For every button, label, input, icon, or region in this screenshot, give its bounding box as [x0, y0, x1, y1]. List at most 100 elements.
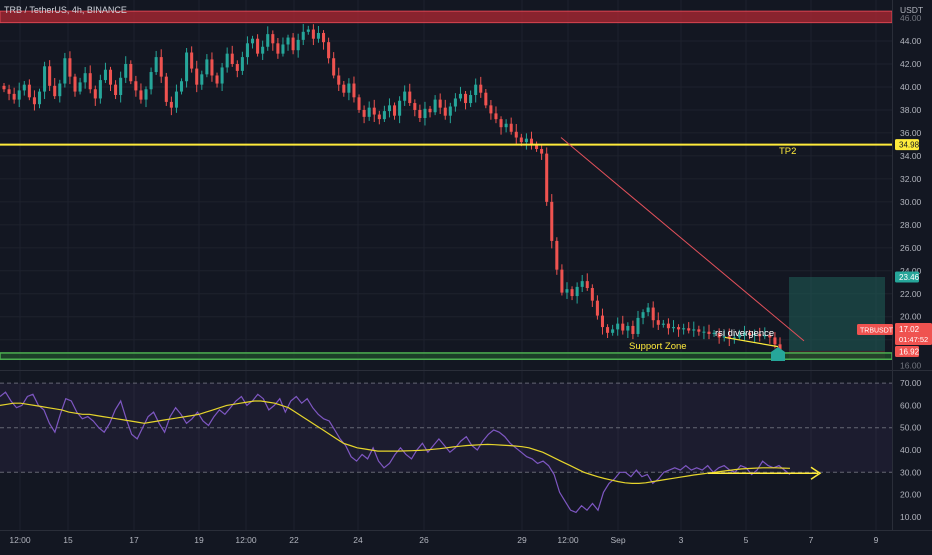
candle-body [606, 327, 610, 333]
candle-body [48, 66, 52, 86]
candle-body [256, 38, 260, 54]
time-tick-label: 12:00 [557, 535, 579, 545]
candle-body [742, 332, 747, 336]
trend-line[interactable] [560, 137, 805, 342]
candle-body [205, 59, 209, 75]
candle-body [88, 73, 92, 90]
price-tick-label: 30.00 [900, 197, 922, 207]
svg-text:23.46: 23.46 [899, 273, 920, 282]
time-axis[interactable]: 12:00 15 17 19 12:00 22 24 26 29 12:00 Sep 3 5 7 9 [9, 535, 878, 545]
candle-body [149, 72, 153, 90]
candle-body [220, 67, 224, 84]
rsi-tick-label: 60.00 [900, 400, 922, 410]
candle-body [722, 336, 726, 338]
candle-body [499, 119, 503, 128]
candle-body [377, 114, 381, 120]
rsi-divergence-arrow [724, 336, 779, 348]
countdown-text: 01:47:52 [899, 335, 928, 344]
candle-body [600, 315, 605, 328]
candle-body [408, 91, 412, 104]
candle-body [732, 337, 736, 339]
rsi-tick-label: 50.00 [900, 423, 922, 433]
stop-price-tag: 16.92 [895, 346, 920, 357]
time-tick-label: Sep [610, 535, 625, 545]
candle-body [590, 288, 594, 301]
candle-body [509, 123, 513, 132]
last-price-text: 17.02 [899, 325, 920, 334]
candle-body [626, 325, 630, 331]
symbol-price-tag: TRBUSDT [857, 324, 894, 335]
candle-body [565, 289, 569, 293]
time-tick-label: 26 [419, 535, 429, 545]
candle-body [7, 89, 11, 94]
candle-body [570, 289, 574, 297]
candle-body [707, 331, 711, 334]
svg-text:16.92: 16.92 [899, 348, 920, 357]
rsi-tick-label: 70.00 [900, 378, 922, 388]
candle-body [53, 85, 57, 97]
candle-body [687, 328, 691, 331]
candle-body [291, 37, 295, 51]
candle-body [347, 83, 351, 93]
candle-body [580, 281, 584, 287]
candle-body [134, 81, 138, 91]
tp2-price-tag: 34.98 [895, 139, 920, 151]
candle-body [748, 332, 752, 336]
candle-body [403, 91, 407, 101]
candle-body [210, 59, 214, 76]
candle-body [58, 83, 62, 97]
candle-body [651, 307, 655, 321]
candle-body [367, 107, 371, 117]
candle-body [387, 105, 391, 112]
candle-body [489, 105, 493, 114]
candle-body [737, 335, 741, 338]
price-tick-label: 16.00 [900, 361, 922, 371]
rsi-tick-label: 10.00 [900, 512, 922, 522]
candle-body [469, 95, 473, 104]
candle-body [200, 74, 204, 85]
time-tick-label: 24 [353, 535, 363, 545]
candle-body [758, 333, 762, 337]
candle-body [697, 329, 701, 332]
candle-body [245, 43, 249, 58]
long-entry-arrow [771, 347, 785, 361]
time-tick-label: 22 [289, 535, 299, 545]
candle-body [646, 307, 650, 313]
candle-body [656, 320, 660, 325]
candle-body [78, 82, 82, 92]
candle-body [763, 335, 767, 337]
candle-body [306, 29, 310, 32]
time-tick-label: 12:00 [9, 535, 31, 545]
candle-body [301, 31, 305, 40]
time-tick-label: 15 [63, 535, 73, 545]
candle-body [474, 84, 478, 96]
candle-body [519, 137, 523, 143]
rsi-arrow-head [810, 466, 822, 480]
candle-body [458, 93, 462, 99]
candle-body [524, 138, 528, 143]
candle-body [540, 149, 544, 154]
candle-body [296, 39, 300, 51]
candle-body [585, 281, 589, 289]
candle-body [560, 269, 564, 293]
rsi-axis[interactable]: 70.00 60.00 50.00 40.00 30.00 20.00 10.00 [900, 378, 922, 522]
last-price-tag: 17.02 01:47:52 [895, 323, 932, 345]
candle-body [68, 58, 72, 77]
candle-body [717, 332, 721, 338]
target-zone [789, 276, 885, 351]
candle-body [179, 81, 184, 92]
target-price-tag: 23.46 [895, 271, 920, 283]
candle-body [727, 336, 731, 339]
rsi-ma-line [0, 400, 791, 484]
candle-body [332, 58, 336, 76]
price-tick-label: 20.00 [900, 312, 922, 322]
candle-body [443, 107, 447, 116]
rsi-divergence-label: rsi divergence [715, 328, 774, 339]
candle-body [611, 329, 615, 333]
price-tick-label: 36.00 [900, 128, 922, 138]
currency-label: USDT [900, 5, 923, 15]
candle-body [479, 84, 483, 93]
candle-body [240, 57, 244, 71]
